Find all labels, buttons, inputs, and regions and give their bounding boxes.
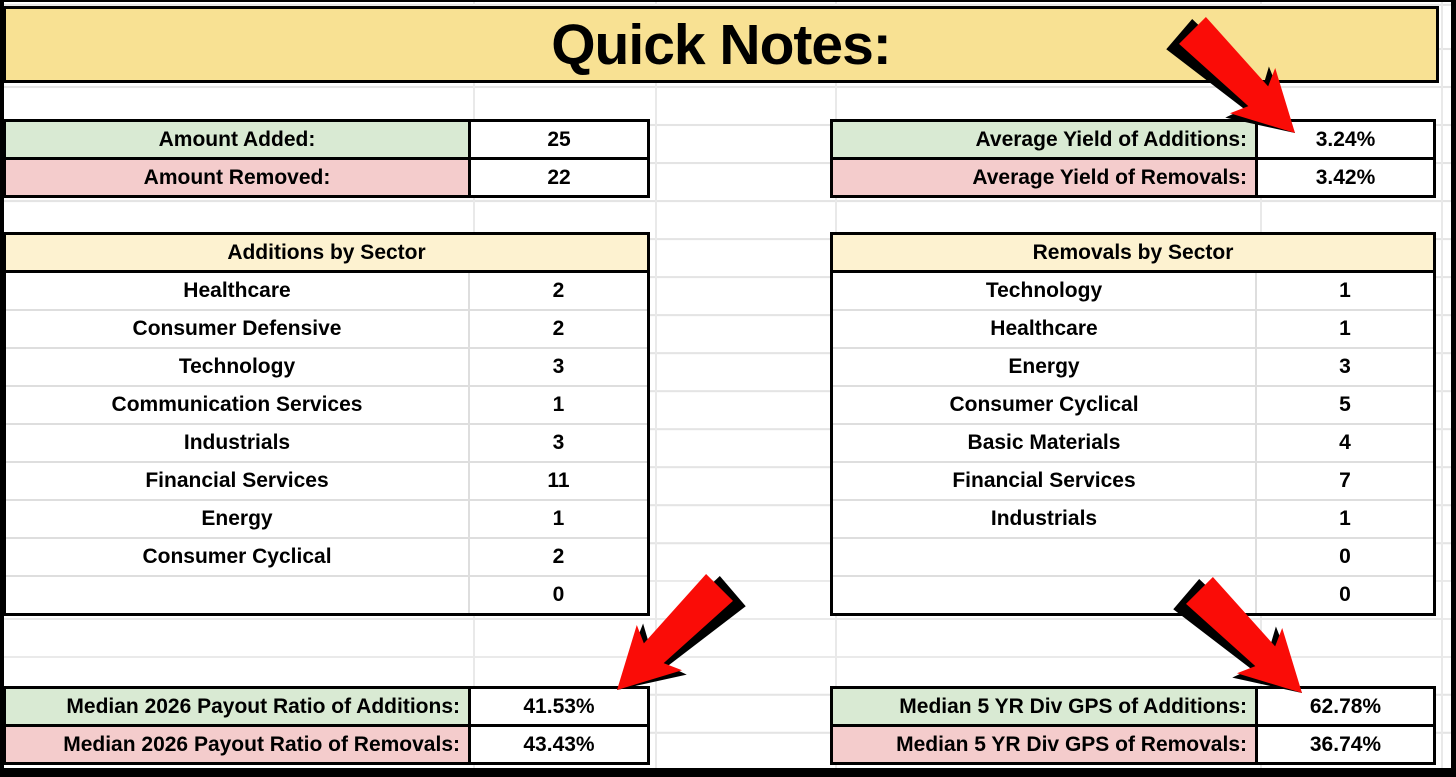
- removals-table-header[interactable]: Removals by Sector: [833, 235, 1433, 273]
- table-row: Healthcare 1: [833, 309, 1433, 347]
- sector-label-cell[interactable]: [6, 577, 468, 613]
- table-row: 0: [833, 537, 1433, 575]
- table-row: Industrials 1: [833, 499, 1433, 537]
- avg-yield-removals-label-cell[interactable]: Average Yield of Removals:: [833, 160, 1255, 195]
- sector-value-cell[interactable]: 3: [468, 349, 647, 385]
- table-row: Amount Removed: 22: [6, 157, 647, 195]
- table-row: Healthcare 2: [6, 273, 647, 309]
- removals-by-sector-table: Removals by Sector Technology 1 Healthca…: [830, 232, 1436, 616]
- divgps-removals-value-cell[interactable]: 36.74%: [1255, 727, 1433, 762]
- sector-label-cell[interactable]: Communication Services: [111, 393, 363, 416]
- amount-summary-table: Amount Added: 25 Amount Removed: 22: [3, 119, 650, 198]
- sector-label-cell[interactable]: Basic Materials: [967, 431, 1121, 454]
- divgps-removals-label-cell[interactable]: Median 5 YR Div GPS of Removals:: [833, 727, 1255, 762]
- page-title: Quick Notes:: [551, 12, 892, 77]
- sector-value-cell[interactable]: 0: [468, 577, 647, 613]
- table-row: Average Yield of Additions: 3.24%: [833, 122, 1433, 157]
- table-row: Average Yield of Removals: 3.42%: [833, 157, 1433, 195]
- sector-label-cell[interactable]: Consumer Cyclical: [142, 545, 332, 568]
- sector-value-cell[interactable]: 3: [468, 425, 647, 461]
- sector-value-cell[interactable]: 0: [1255, 539, 1433, 575]
- sector-label-cell[interactable]: Financial Services: [952, 469, 1136, 492]
- amount-added-value-cell[interactable]: 25: [468, 122, 647, 157]
- table-row: 0: [833, 575, 1433, 613]
- payout-removals-value-cell[interactable]: 43.43%: [468, 727, 647, 762]
- sector-value-cell[interactable]: 2: [468, 273, 647, 309]
- sector-value-cell[interactable]: 7: [1255, 463, 1433, 499]
- payout-removals-label-cell[interactable]: Median 2026 Payout Ratio of Removals:: [6, 727, 468, 762]
- sector-label-cell[interactable]: Consumer Cyclical: [949, 393, 1139, 416]
- sector-label-cell[interactable]: Financial Services: [145, 469, 329, 492]
- sector-label-cell[interactable]: Healthcare: [990, 317, 1098, 340]
- sector-value-cell[interactable]: 3: [1255, 349, 1433, 385]
- table-row: Financial Services 7: [833, 461, 1433, 499]
- table-row: Median 5 YR Div GPS of Removals: 36.74%: [833, 724, 1433, 762]
- sector-label-cell[interactable]: Consumer Defensive: [132, 317, 342, 340]
- table-row: Amount Added: 25: [6, 122, 647, 157]
- sector-value-cell[interactable]: 1: [1255, 501, 1433, 537]
- table-row: Industrials 3: [6, 423, 647, 461]
- payout-ratio-table: Median 2026 Payout Ratio of Additions: 4…: [3, 686, 650, 765]
- sector-value-cell[interactable]: 2: [468, 311, 647, 347]
- red-arrow-icon: [617, 574, 746, 690]
- sector-label-cell[interactable]: Healthcare: [183, 279, 291, 302]
- table-row: Median 5 YR Div GPS of Additions: 62.78%: [833, 689, 1433, 724]
- sector-value-cell[interactable]: 1: [1255, 273, 1433, 309]
- red-arrow-icon: [1166, 17, 1295, 133]
- additions-by-sector-table: Additions by Sector Healthcare 2 Consume…: [3, 232, 650, 616]
- table-row: Basic Materials 4: [833, 423, 1433, 461]
- table-row: Energy 3: [833, 347, 1433, 385]
- sector-label-cell[interactable]: Energy: [1008, 355, 1080, 378]
- additions-table-header[interactable]: Additions by Sector: [6, 235, 647, 273]
- divgps-additions-value-cell[interactable]: 62.78%: [1255, 689, 1433, 724]
- table-row: Consumer Cyclical 5: [833, 385, 1433, 423]
- sector-value-cell[interactable]: 0: [1255, 577, 1433, 613]
- table-row: Technology 1: [833, 273, 1433, 309]
- payout-additions-label-cell[interactable]: Median 2026 Payout Ratio of Additions:: [6, 689, 468, 724]
- sector-value-cell[interactable]: 4: [1255, 425, 1433, 461]
- red-arrow-icon: [1173, 577, 1302, 693]
- sector-label-cell[interactable]: Industrials: [183, 431, 291, 454]
- sector-value-cell[interactable]: 1: [468, 387, 647, 423]
- table-row: Median 2026 Payout Ratio of Additions: 4…: [6, 689, 647, 724]
- sector-label-cell[interactable]: Technology: [985, 279, 1103, 302]
- sector-label-cell[interactable]: Industrials: [990, 507, 1098, 530]
- table-row: Financial Services 11: [6, 461, 647, 499]
- table-row: Median 2026 Payout Ratio of Removals: 43…: [6, 724, 647, 762]
- amount-removed-label-cell[interactable]: Amount Removed:: [6, 160, 468, 195]
- payout-additions-value-cell[interactable]: 41.53%: [468, 689, 647, 724]
- table-row: Consumer Cyclical 2: [6, 537, 647, 575]
- sector-value-cell[interactable]: 5: [1255, 387, 1433, 423]
- avg-yield-additions-label-cell[interactable]: Average Yield of Additions:: [833, 122, 1255, 157]
- table-row: Communication Services 1: [6, 385, 647, 423]
- div-growth-table: Median 5 YR Div GPS of Additions: 62.78%…: [830, 686, 1436, 765]
- divgps-additions-label-cell[interactable]: Median 5 YR Div GPS of Additions:: [833, 689, 1255, 724]
- sector-value-cell[interactable]: 1: [1255, 311, 1433, 347]
- table-row: Technology 3: [6, 347, 647, 385]
- table-row: Energy 1: [6, 499, 647, 537]
- amount-removed-value-cell[interactable]: 22: [468, 160, 647, 195]
- table-row: 0: [6, 575, 647, 613]
- sector-value-cell[interactable]: 1: [468, 501, 647, 537]
- avg-yield-removals-value-cell[interactable]: 3.42%: [1255, 160, 1433, 195]
- sector-label-cell[interactable]: Technology: [178, 355, 296, 378]
- sector-label-cell[interactable]: Energy: [201, 507, 273, 530]
- amount-added-label-cell[interactable]: Amount Added:: [6, 122, 468, 157]
- avg-yield-additions-value-cell[interactable]: 3.24%: [1255, 122, 1433, 157]
- average-yield-table: Average Yield of Additions: 3.24% Averag…: [830, 119, 1436, 198]
- sector-value-cell[interactable]: 2: [468, 539, 647, 575]
- sector-value-cell[interactable]: 11: [468, 463, 647, 499]
- table-row: Consumer Defensive 2: [6, 309, 647, 347]
